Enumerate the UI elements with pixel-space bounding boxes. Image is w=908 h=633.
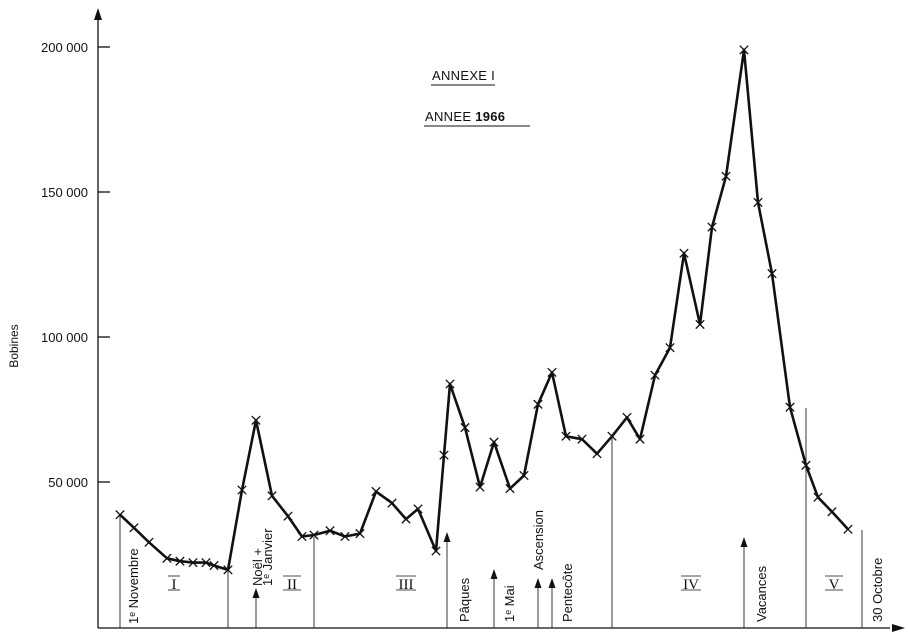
data-point xyxy=(622,412,632,423)
event-label: 1ᵉ Janvier xyxy=(260,528,275,586)
period-label: III xyxy=(399,577,414,593)
event-label: Vacances xyxy=(754,565,769,622)
y-tick-label: 150 000 xyxy=(41,185,88,200)
data-point xyxy=(297,531,307,542)
data-point xyxy=(209,560,219,571)
y-tick-label: 50 000 xyxy=(48,475,88,490)
data-point xyxy=(561,431,571,441)
data-point xyxy=(801,460,811,470)
data-point xyxy=(635,434,645,444)
data-point xyxy=(401,514,411,524)
data-point xyxy=(827,507,837,517)
data-point xyxy=(188,557,198,568)
event-label: 30 Octobre xyxy=(870,558,885,622)
y-axis-label: Bobines xyxy=(7,324,21,367)
arrow-up-icon xyxy=(548,578,556,588)
data-point xyxy=(707,222,717,232)
data-point xyxy=(607,431,617,441)
series-bobines xyxy=(115,45,853,575)
data-point xyxy=(413,504,423,514)
event-label: Ascension xyxy=(531,510,546,570)
arrow-up-icon xyxy=(252,588,260,598)
arrow-up-icon xyxy=(740,537,748,547)
event-label: 1ᵉ Novembre xyxy=(126,548,141,624)
data-point xyxy=(843,524,853,534)
title-line-2-prefix: ANNEE xyxy=(425,109,475,124)
data-point xyxy=(785,402,795,412)
data-point xyxy=(813,492,823,502)
x-axis-arrow-icon xyxy=(892,624,905,632)
data-point xyxy=(237,485,247,495)
event-arrows xyxy=(252,532,748,628)
data-point xyxy=(162,553,172,563)
period-label: II xyxy=(287,577,297,593)
data-point xyxy=(371,486,381,497)
data-point xyxy=(283,511,293,521)
data-point xyxy=(475,482,485,492)
data-point xyxy=(592,449,602,459)
data-point xyxy=(739,45,749,55)
period-label: I xyxy=(172,577,177,593)
arrow-up-icon xyxy=(443,532,451,542)
data-point xyxy=(695,319,705,330)
axes xyxy=(94,8,905,632)
data-point xyxy=(115,510,125,520)
y-tick-label: 200 000 xyxy=(41,40,88,55)
event-labels: 1ᵉ Novembre Noël + 1ᵉ Janvier Pâques 1ᵉ … xyxy=(126,510,885,624)
data-point xyxy=(175,556,185,566)
period-label: V xyxy=(829,577,840,593)
arrow-up-icon xyxy=(534,578,542,588)
data-point xyxy=(489,437,499,447)
data-point xyxy=(679,248,689,258)
title-line-2: ANNEE 1966 xyxy=(425,109,505,124)
data-point xyxy=(355,528,365,539)
title-line-2-year: 1966 xyxy=(475,109,505,124)
data-point xyxy=(665,343,675,353)
event-label: Noël + xyxy=(250,548,265,586)
data-point xyxy=(309,530,319,540)
data-point xyxy=(325,526,335,536)
chart-title: ANNEXE I ANNEE 1966 xyxy=(424,68,530,127)
y-tick-label: 100 000 xyxy=(41,330,88,345)
data-point xyxy=(533,399,543,409)
data-point xyxy=(547,367,557,378)
data-point xyxy=(445,379,455,389)
data-point xyxy=(460,422,470,433)
period-label: IV xyxy=(683,577,699,593)
event-label: Pâques xyxy=(457,577,472,622)
event-label: 1ᵉ Mai xyxy=(502,585,517,622)
data-point xyxy=(201,557,211,568)
data-point xyxy=(577,434,587,444)
data-point xyxy=(519,470,529,481)
data-point xyxy=(753,197,763,208)
y-ticks: 50 000 100 000 150 000 200 000 xyxy=(41,40,110,490)
y-axis-arrow-icon xyxy=(94,8,102,20)
title-line-1: ANNEXE I xyxy=(432,68,495,83)
data-point xyxy=(431,546,441,556)
data-point xyxy=(144,537,154,547)
data-point xyxy=(767,268,777,279)
data-point xyxy=(340,531,350,542)
period-labels: I II III IV V xyxy=(168,575,843,593)
arrow-up-icon xyxy=(490,569,498,579)
event-label: Pentecôte xyxy=(560,563,575,622)
period-separators xyxy=(119,408,863,628)
data-point xyxy=(505,483,515,494)
data-point xyxy=(650,370,660,380)
data-point xyxy=(129,523,139,533)
data-point xyxy=(223,565,233,575)
data-point xyxy=(267,491,277,501)
data-point xyxy=(387,498,397,508)
data-point xyxy=(439,450,449,460)
data-point xyxy=(721,171,731,181)
data-point xyxy=(251,415,261,425)
series-line xyxy=(119,48,849,572)
